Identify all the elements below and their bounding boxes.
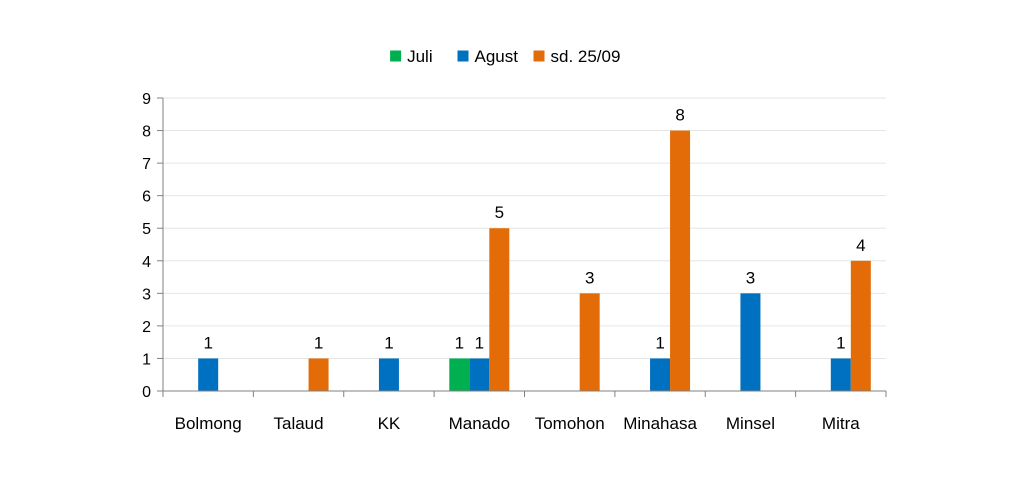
y-tick-label-2: 2 [142, 319, 151, 336]
legend-item-sd-25-09: sd. 25/09 [533, 47, 621, 66]
gridlines [163, 97, 886, 359]
legend-item-juli: Juli [390, 47, 433, 66]
x-tick-label-kk: KK [378, 414, 401, 433]
legend: Juli Agust sd. 25/09 [390, 47, 620, 66]
bar-bolmong-agust [198, 358, 219, 391]
axes [157, 97, 887, 397]
y-tick-label-9: 9 [142, 91, 151, 108]
y-tick-label-6: 6 [142, 189, 151, 206]
x-tick-label-talaud: Talaud [274, 414, 324, 433]
y-tick-label-8: 8 [142, 124, 151, 141]
x-tick-label-minahasa: Minahasa [623, 414, 697, 433]
y-tick-label-4: 4 [142, 254, 151, 271]
x-tick-label-mitra: Mitra [822, 414, 860, 433]
legend-swatch-juli [390, 50, 402, 62]
y-tick-label-0: 0 [142, 384, 151, 401]
bar-manado-agust [469, 358, 490, 391]
legend-item-agust: Agust [457, 47, 519, 66]
bar-talaud-sd-25-09 [308, 358, 329, 391]
data-label-minahasa-sd-25-09: 8 [675, 106, 684, 125]
data-label-manado-agust: 1 [475, 333, 484, 352]
data-label-mitra-sd-25-09: 4 [856, 236, 865, 255]
bar-manado-juli [449, 358, 470, 391]
bar-tomohon-sd-25-09 [579, 293, 600, 391]
x-tick-label-minsel: Minsel [726, 414, 775, 433]
data-label-manado-sd-25-09: 5 [495, 203, 504, 222]
data-label-manado-juli: 1 [455, 333, 464, 352]
bars [198, 130, 871, 392]
x-tick-label-manado: Manado [449, 414, 510, 433]
data-label-talaud-sd-25-09: 1 [314, 333, 323, 352]
data-label-mitra-agust: 1 [836, 333, 845, 352]
x-tick-label-bolmong: Bolmong [175, 414, 242, 433]
legend-label-juli: Juli [407, 47, 433, 66]
legend-label-sd-25-09: sd. 25/09 [551, 47, 621, 66]
bar-manado-sd-25-09 [489, 228, 510, 391]
data-label-minsel-agust: 3 [746, 268, 755, 287]
bar-minahasa-sd-25-09 [670, 130, 691, 392]
bar-kk-agust [378, 358, 399, 391]
data-label-bolmong-agust: 1 [203, 333, 212, 352]
bar-mitra-sd-25-09 [850, 260, 871, 391]
labels: 0 1 2 3 4 5 6 7 8 9 Bolmong Talaud KK Manado Tomohon Mi… [142, 91, 865, 433]
bar-minsel-agust [740, 293, 761, 391]
bar-mitra-agust [830, 358, 851, 391]
bar-minahasa-agust [650, 358, 671, 391]
legend-swatch-sd-25-09 [533, 50, 545, 62]
y-tick-label-5: 5 [142, 221, 151, 238]
legend-swatch-agust [457, 50, 469, 62]
legend-label-agust: Agust [475, 47, 519, 66]
data-label-kk-agust: 1 [384, 333, 393, 352]
y-tick-label-1: 1 [142, 351, 151, 368]
data-label-tomohon-sd-25-09: 3 [585, 268, 594, 287]
data-label-minahasa-agust: 1 [655, 333, 664, 352]
y-tick-label-7: 7 [142, 156, 151, 173]
y-tick-label-3: 3 [142, 286, 151, 303]
x-tick-label-tomohon: Tomohon [535, 414, 605, 433]
